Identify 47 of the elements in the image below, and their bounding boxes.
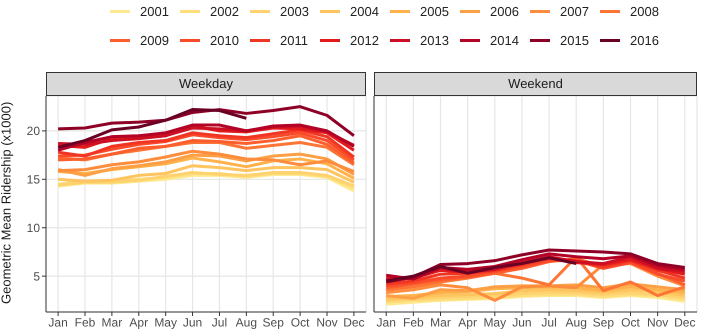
x-tick-label: Apr (458, 316, 477, 330)
legend-label: 2007 (560, 4, 589, 19)
x-tick-label: Jul (212, 316, 228, 330)
x-tick-label: Aug (566, 316, 587, 330)
legend-label: 2001 (140, 4, 169, 19)
x-tick-label: Apr (129, 316, 148, 330)
x-tick-label: Sep (592, 316, 614, 330)
x-tick-label: Nov (316, 316, 338, 330)
x-tick-label: Jan (48, 316, 68, 330)
x-tick-label: Oct (290, 316, 310, 330)
legend-label: 2002 (210, 4, 239, 19)
x-tick-label: Nov (646, 316, 668, 330)
x-tick-label: Jul (541, 316, 557, 330)
x-tick-label: Sep (262, 316, 284, 330)
legend-label: 2015 (560, 33, 589, 48)
chart-title: Weekday (46, 72, 366, 96)
x-tick-label: May (483, 316, 506, 330)
x-tick-label: Feb (74, 316, 96, 330)
y-tick-label: 20 (26, 124, 40, 138)
legend-label: 2013 (420, 33, 449, 48)
legend-label: 2005 (420, 4, 449, 19)
y-tick-label: 10 (26, 220, 40, 235)
legend-label: 2004 (350, 4, 379, 19)
x-tick-label: Jan (376, 316, 396, 330)
x-tick-label: Mar (102, 316, 122, 330)
x-tick-label: Jun (512, 316, 532, 330)
x-tick-label: Oct (621, 316, 640, 330)
x-tick-label: May (154, 316, 177, 330)
y-tick-label: 5 (33, 269, 40, 284)
x-tick-label: Jun (182, 316, 202, 330)
legend-label: 2011 (280, 33, 308, 48)
legend-label: 2008 (630, 4, 659, 19)
x-tick-label: Dec (343, 316, 365, 330)
chart-title: Weekend (374, 72, 697, 96)
legend-label: 2012 (350, 33, 379, 48)
legend-label: 2003 (280, 4, 309, 19)
legend-label: 2006 (490, 4, 519, 19)
legend-label: 2014 (490, 33, 519, 48)
legend-label: 2010 (210, 33, 239, 48)
x-tick-label: Mar (430, 316, 451, 330)
x-tick-label: Feb (403, 316, 424, 330)
x-tick-label: Aug (236, 316, 258, 330)
x-tick-label: Dec (674, 316, 696, 330)
y-tick-label: 15 (26, 172, 40, 187)
y-axis-title: Geometric Mean Ridership (x1000) (0, 102, 14, 304)
legend-label: 2016 (630, 33, 659, 48)
legend-label: 2009 (140, 33, 169, 48)
